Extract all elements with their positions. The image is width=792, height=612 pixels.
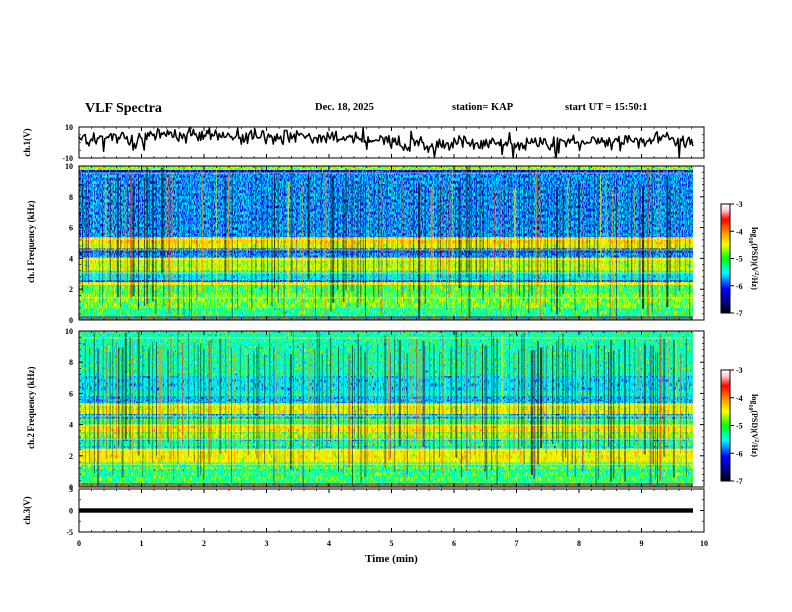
- svg-text:-7: -7: [736, 309, 743, 318]
- svg-text:-5: -5: [736, 255, 743, 264]
- svg-text:VLF Spectra: VLF Spectra: [85, 101, 162, 116]
- svg-text:6: 6: [69, 224, 73, 233]
- svg-text:7: 7: [515, 539, 519, 548]
- svg-text:start UT = 15:50:1: start UT = 15:50:1: [565, 102, 648, 113]
- svg-text:1: 1: [140, 539, 144, 548]
- svg-text:Frequency (kHz): Frequency (kHz): [26, 200, 36, 265]
- svg-text:ch.3(V): ch.3(V): [22, 496, 32, 524]
- svg-text:4: 4: [327, 539, 331, 548]
- svg-text:-5: -5: [66, 528, 73, 537]
- svg-text:10: 10: [65, 327, 73, 336]
- svg-text:-4: -4: [736, 227, 743, 236]
- svg-text:Dec. 18, 2025: Dec. 18, 2025: [315, 102, 374, 113]
- svg-text:5: 5: [390, 539, 394, 548]
- svg-text:4: 4: [69, 254, 73, 263]
- svg-text:4: 4: [69, 421, 73, 430]
- svg-text:0: 0: [69, 316, 73, 325]
- svg-text:0: 0: [69, 507, 73, 516]
- svg-text:10: 10: [65, 123, 73, 132]
- svg-text:8: 8: [69, 193, 73, 202]
- svg-text:0: 0: [77, 539, 81, 548]
- svg-text:6: 6: [69, 389, 73, 398]
- svg-text:2: 2: [69, 285, 73, 294]
- svg-text:8: 8: [577, 539, 581, 548]
- svg-text:Frequency (kHz): Frequency (kHz): [26, 366, 36, 431]
- svg-text:Time (min): Time (min): [365, 553, 418, 565]
- svg-text:-7: -7: [736, 477, 743, 486]
- svg-text:-3: -3: [736, 200, 743, 209]
- svg-text:3: 3: [265, 539, 269, 548]
- svg-text:-5: -5: [736, 422, 743, 431]
- svg-text:ch.2: ch.2: [26, 433, 36, 449]
- svg-text:-6: -6: [736, 449, 743, 458]
- svg-text:10: 10: [700, 539, 708, 548]
- svg-text:ch.1(V): ch.1(V): [22, 128, 32, 156]
- svg-text:ch.1: ch.1: [26, 267, 36, 283]
- svg-text:-6: -6: [736, 282, 743, 291]
- svg-text:6: 6: [452, 539, 456, 548]
- svg-text:2: 2: [69, 452, 73, 461]
- svg-text:9: 9: [640, 539, 644, 548]
- svg-text:5: 5: [69, 485, 73, 494]
- svg-text:2: 2: [202, 539, 206, 548]
- svg-text:8: 8: [69, 358, 73, 367]
- svg-text:-3: -3: [736, 366, 743, 375]
- svg-text:station= KAP: station= KAP: [452, 102, 514, 113]
- svg-text:10: 10: [65, 162, 73, 171]
- svg-text:-4: -4: [736, 394, 743, 403]
